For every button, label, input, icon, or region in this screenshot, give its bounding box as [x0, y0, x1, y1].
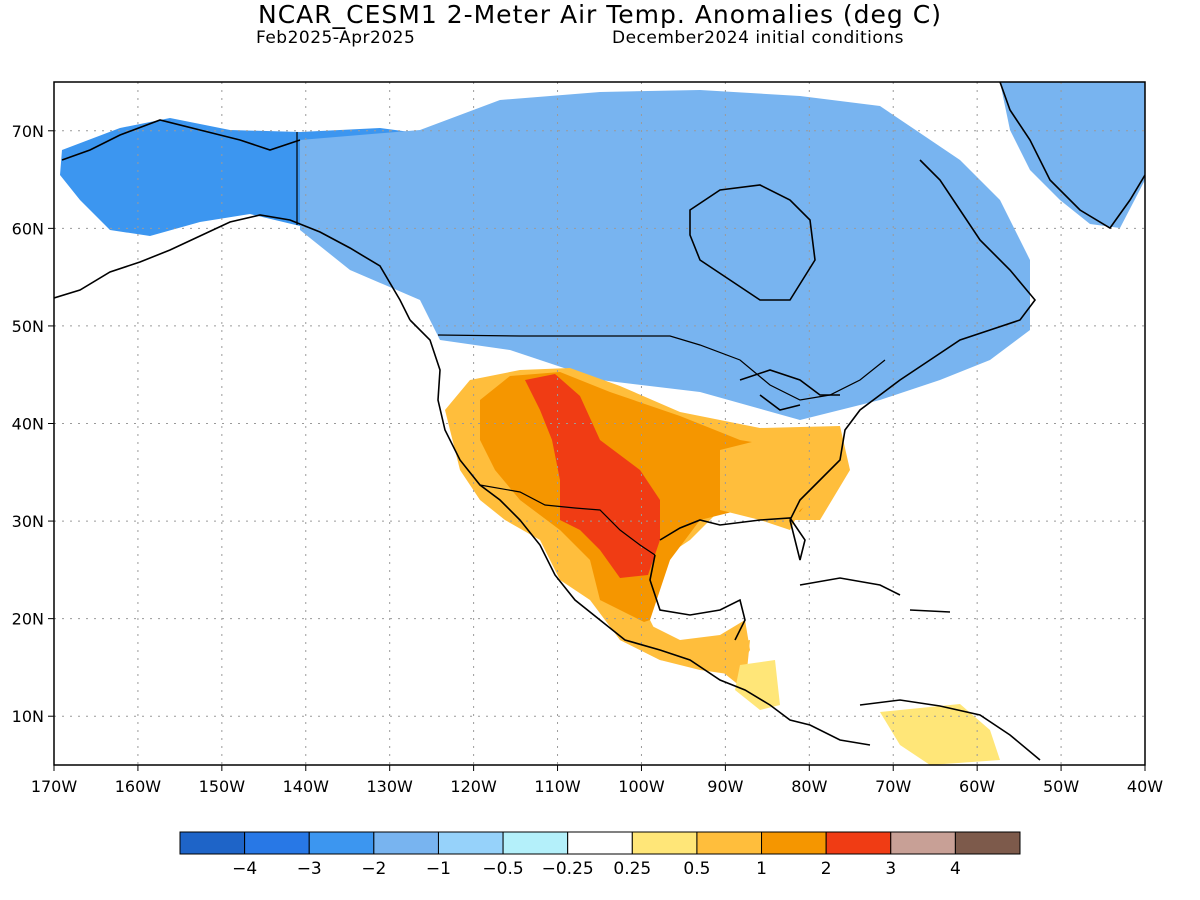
lat-label: 10N: [12, 707, 44, 726]
colorbar-swatch: [567, 831, 633, 855]
region-rockies-texas-warm: [525, 374, 660, 578]
colorbar-swatch: [954, 831, 1021, 855]
us-mexico-border: [479, 484, 656, 556]
colorbar: −4 −3 −2 −1 −0.5 −0.25 0.25 0.5 1 2 3 4: [179, 831, 1021, 879]
lon-label: 130W: [367, 777, 414, 796]
lat-label: 40N: [12, 415, 44, 434]
colorbar-label: −2: [361, 859, 386, 879]
greenland-coastline: [999, 82, 1145, 230]
colorbar-swatch: [179, 831, 246, 855]
colorbar-swatch: [890, 831, 956, 855]
colorbar-label: 3: [885, 859, 896, 879]
colorbar-swatch: [696, 831, 763, 855]
map-title: NCAR_CESM1 2-Meter Air Temp. Anomalies (…: [258, 0, 942, 29]
gridlines: [54, 82, 1145, 765]
lon-label: 170W: [31, 777, 78, 796]
lat-label: 50N: [12, 317, 44, 336]
colorbar-swatch: [308, 831, 375, 855]
colorbar-label: −4: [232, 859, 257, 879]
colorbar-label: 0.5: [683, 859, 710, 879]
atlantic-coastline: [789, 159, 1037, 521]
anomaly-shading: [60, 82, 1145, 765]
lat-label: 70N: [12, 122, 44, 141]
lon-label: 150W: [199, 777, 246, 796]
lon-label: 80W: [791, 777, 827, 796]
colorbar-label: −0.25: [542, 859, 594, 879]
caribbean-islands: [799, 577, 1041, 761]
latitude-labels: 10N 20N 30N 40N 50N 60N 70N: [12, 122, 54, 726]
lon-label: 110W: [534, 777, 581, 796]
region-caribbean-warm: [880, 704, 1000, 765]
canada-us-border: [437, 334, 886, 401]
forecast-period: Feb2025-Apr2025: [256, 28, 416, 48]
lat-label: 30N: [12, 512, 44, 531]
lon-label: 40W: [1127, 777, 1163, 796]
alaska-coastline: [54, 119, 411, 321]
hudson-bay-coastline: [689, 184, 816, 301]
gulf-coastline: [649, 517, 806, 641]
colorbar-label: 2: [821, 859, 832, 879]
pacific-coastline: [409, 319, 871, 746]
colorbar-swatch: [631, 831, 698, 855]
lon-label: 50W: [1043, 777, 1079, 796]
colorbar-swatch: [761, 831, 827, 855]
region-southeast-us-warm: [720, 430, 840, 530]
longitude-labels: 170W 160W 150W 140W 130W 120W 110W 100W 90W 80W 70…: [31, 765, 1163, 796]
lon-label: 100W: [618, 777, 665, 796]
lon-label: 60W: [959, 777, 995, 796]
lat-label: 20N: [12, 610, 44, 629]
region-canada-cold: [300, 90, 1030, 420]
colorbar-label: −1: [426, 859, 451, 879]
initial-conditions: December2024 initial conditions: [612, 28, 904, 48]
colorbar-label: −3: [297, 859, 322, 879]
colorbar-swatch: [437, 831, 504, 855]
lon-label: 120W: [450, 777, 497, 796]
lon-label: 70W: [875, 777, 911, 796]
colorbar-label: 1: [756, 859, 767, 879]
region-mexico-warm: [600, 600, 750, 675]
colorbar-swatch: [502, 831, 569, 855]
lon-label: 140W: [283, 777, 330, 796]
region-central-america-warm: [735, 660, 780, 710]
coastlines: [54, 82, 1145, 761]
colorbar-swatch: [244, 831, 310, 855]
colorbar-swatch: [825, 831, 892, 855]
colorbar-label: −0.5: [482, 859, 523, 879]
lat-label: 60N: [12, 219, 44, 238]
colorbar-label: 4: [950, 859, 961, 879]
colorbar-swatch: [373, 831, 439, 855]
lon-label: 90W: [707, 777, 743, 796]
region-greenland-cold: [1000, 82, 1145, 228]
colorbar-label: 0.25: [613, 859, 651, 879]
lon-label: 160W: [115, 777, 162, 796]
